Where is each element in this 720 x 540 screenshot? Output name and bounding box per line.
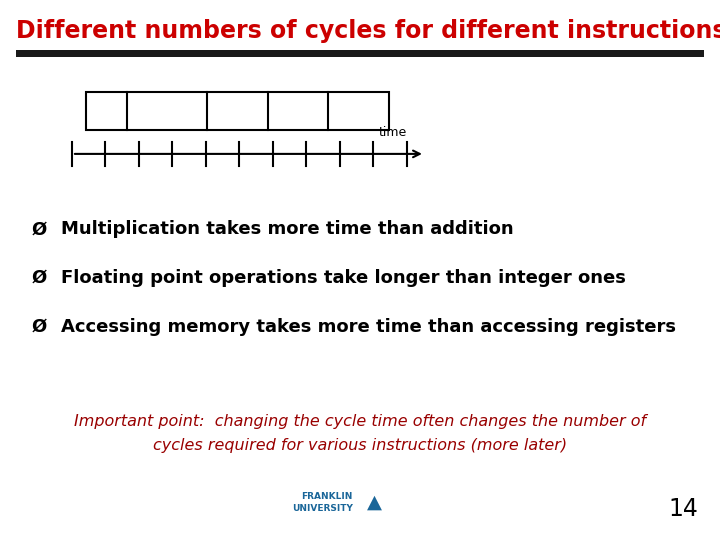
Text: cycles required for various instructions (more later): cycles required for various instructions… <box>153 438 567 453</box>
Text: FRANKLIN
UNIVERSITY: FRANKLIN UNIVERSITY <box>292 492 353 512</box>
Text: Ø: Ø <box>32 318 48 336</box>
Text: Different numbers of cycles for different instructions: Different numbers of cycles for differen… <box>16 19 720 43</box>
Text: Floating point operations take longer than integer ones: Floating point operations take longer th… <box>61 269 626 287</box>
Text: Accessing memory takes more time than accessing registers: Accessing memory takes more time than ac… <box>61 318 676 336</box>
Text: Ø: Ø <box>32 269 48 287</box>
Text: Ø: Ø <box>32 220 48 239</box>
Bar <box>16 50 704 57</box>
Text: Multiplication takes more time than addition: Multiplication takes more time than addi… <box>61 220 514 239</box>
Text: ▲: ▲ <box>367 492 382 512</box>
Text: time: time <box>378 126 407 139</box>
Text: Important point:  changing the cycle time often changes the number of: Important point: changing the cycle time… <box>74 414 646 429</box>
Bar <box>86 92 389 130</box>
Text: 14: 14 <box>669 497 698 521</box>
